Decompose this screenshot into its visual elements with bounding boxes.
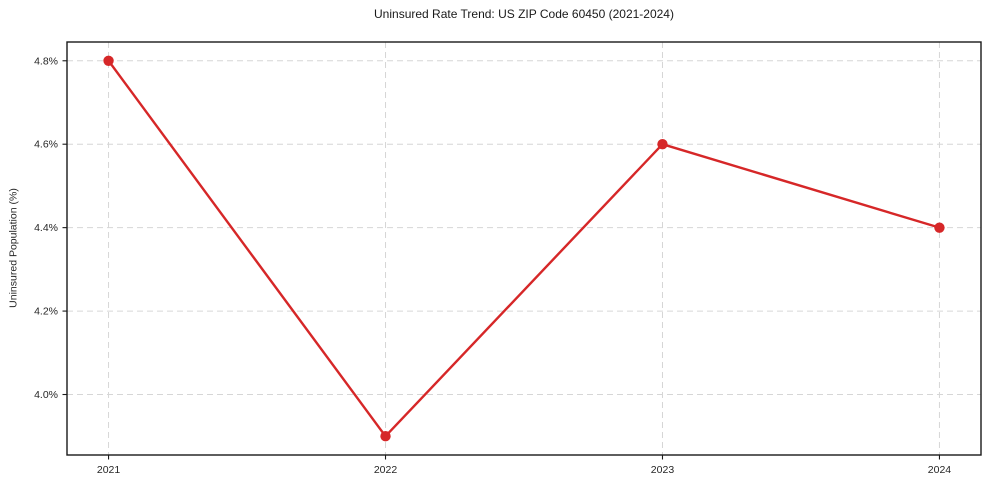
data-point-marker bbox=[103, 55, 114, 66]
data-point-marker bbox=[380, 431, 391, 442]
x-tick-label: 2024 bbox=[928, 464, 952, 476]
x-tick-label: 2022 bbox=[374, 464, 398, 476]
data-point-marker bbox=[657, 139, 668, 150]
trend-line bbox=[107, 59, 941, 438]
axis-border bbox=[66, 41, 982, 456]
y-tick-label: 4.0% bbox=[34, 389, 58, 401]
chart-title: Uninsured Rate Trend: US ZIP Code 60450 … bbox=[374, 7, 674, 21]
y-tick-label: 4.2% bbox=[34, 306, 58, 318]
x-tick-label: 2023 bbox=[651, 464, 675, 476]
y-tick-label: 4.4% bbox=[34, 222, 58, 234]
data-point-marker bbox=[934, 222, 945, 233]
y-tick-label: 4.8% bbox=[34, 55, 58, 67]
x-tick-label: 2021 bbox=[97, 464, 121, 476]
y-tick-label: 4.6% bbox=[34, 139, 58, 151]
